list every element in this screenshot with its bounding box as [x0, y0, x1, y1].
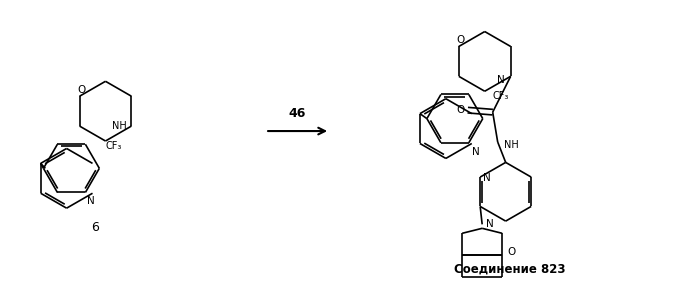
Text: O: O: [456, 35, 465, 44]
Text: N: N: [497, 75, 505, 85]
Text: N: N: [472, 147, 480, 157]
Text: 46: 46: [288, 107, 306, 120]
Text: Соединение 823: Соединение 823: [454, 263, 565, 276]
Text: N: N: [487, 219, 494, 229]
Text: NH: NH: [504, 140, 519, 150]
Text: N: N: [483, 173, 491, 183]
Text: CF₃: CF₃: [493, 91, 509, 101]
Text: O: O: [77, 85, 86, 95]
Text: CF₃: CF₃: [106, 141, 122, 151]
Text: NH: NH: [112, 121, 127, 131]
Text: O: O: [456, 105, 465, 115]
Text: O: O: [507, 247, 515, 257]
Text: N: N: [87, 196, 94, 206]
Text: 6: 6: [91, 221, 99, 234]
